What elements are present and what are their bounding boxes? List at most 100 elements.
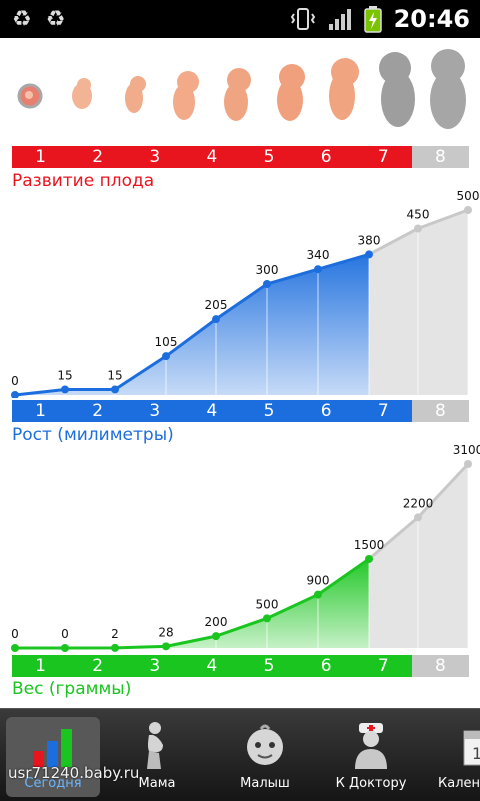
notification-icons: ♻ ♻ [12, 6, 65, 34]
weight-data-label: 200 [205, 615, 228, 629]
embryo-week-1-image [17, 83, 43, 109]
watermark-text: usr71240.baby.ru [8, 764, 140, 782]
week-cell-4: 4 [183, 655, 241, 677]
week-cell-6: 6 [297, 146, 355, 168]
week-cell-7: 7 [354, 400, 412, 422]
embryo-week-5-image [224, 68, 251, 121]
growth-point [11, 391, 19, 398]
embryo-week-9-image [430, 49, 466, 129]
tab-baby-label: Малыш [240, 776, 290, 791]
week-cell-7: 7 [354, 146, 412, 168]
growth-point [414, 224, 422, 233]
growth-point [61, 385, 69, 394]
tab-today[interactable]: Сегодня [6, 717, 100, 797]
embryo-week-3-image [125, 76, 146, 113]
tab-baby[interactable]: Малыш [218, 717, 312, 797]
embryo-week-7-image [329, 58, 359, 120]
week-cell-4: 4 [183, 146, 241, 168]
tab-calendar[interactable]: 14 Календарь [432, 717, 480, 797]
embryo-week-6-image [277, 64, 305, 121]
growth-series-line [14, 252, 370, 397]
weight-point [464, 460, 472, 468]
recycle-icon: ♻ [45, 7, 66, 32]
growth-data-label: 450 [407, 208, 430, 222]
week-cell-5: 5 [240, 146, 298, 168]
weight-data-label: 2200 [403, 496, 434, 510]
baby-face-icon [247, 724, 283, 765]
growth-data-label: 0 [11, 374, 19, 388]
svg-text:14: 14 [472, 744, 480, 763]
growth-point [162, 352, 170, 361]
vibrate-icon [290, 8, 315, 30]
weight-point [111, 643, 119, 652]
growth-point [464, 206, 472, 214]
week-cell-3: 3 [126, 146, 184, 168]
bar-chart-icon [33, 729, 72, 767]
growth-data-label: 300 [256, 263, 279, 277]
weight-data-label: 2 [111, 627, 119, 641]
weight-series-line [15, 557, 370, 650]
week-cell-1: 1 [12, 655, 70, 677]
week-cell-1: 1 [12, 146, 70, 168]
growth-chart: 0 15 15 105 205 300 340 380 450 500 [11, 189, 480, 398]
week-cell-7: 7 [354, 655, 412, 677]
tab-doctor-label: К Доктору [335, 776, 407, 791]
growth-point [314, 265, 322, 274]
growth-data-label: 15 [57, 368, 72, 382]
pregnant-woman-icon [147, 722, 163, 769]
weight-data-label: 900 [307, 574, 330, 588]
weight-data-label: 28 [158, 625, 173, 639]
tab-mom-label: Мама [138, 776, 176, 791]
growth-data-label: 15 [107, 368, 122, 382]
weight-point [263, 614, 271, 623]
embryo-week-4-image [173, 71, 199, 120]
calendar-icon: 14 [463, 730, 480, 766]
week-cell-6: 6 [297, 655, 355, 677]
tab-today-label: Сегодня [24, 776, 82, 791]
growth-data-label: 105 [155, 335, 178, 349]
week-cell-8: 8 [411, 146, 469, 168]
weight-data-label: 1500 [354, 538, 385, 552]
weight-point [61, 644, 69, 652]
weight-point [365, 554, 373, 563]
growth-section-title: Рост (милиметры) [12, 425, 174, 445]
growth-past-area [15, 254, 369, 395]
weight-point [212, 632, 220, 641]
growth-data-label: 340 [307, 248, 330, 262]
week-cell-3: 3 [126, 400, 184, 422]
embryo-images [17, 49, 466, 129]
embryo-week-8-image [379, 52, 415, 127]
week-cell-8: 8 [411, 655, 469, 677]
weight-point [314, 590, 322, 599]
bottom-navigation: Сегодня Мама Малыш К Доктору [0, 708, 480, 801]
embryo-week-2-image [72, 78, 92, 109]
weight-data-label: 500 [256, 597, 279, 611]
weight-point [11, 644, 19, 652]
weight-data-label: 3100 [453, 443, 480, 457]
week-cell-2: 2 [69, 146, 127, 168]
growth-point [212, 315, 220, 324]
week-cell-2: 2 [69, 400, 127, 422]
weight-point [414, 513, 422, 522]
tab-mom[interactable]: Мама [110, 717, 204, 797]
growth-data-label: 500 [457, 189, 480, 203]
growth-point [111, 385, 119, 394]
weight-data-label: 0 [61, 627, 69, 641]
doctor-icon [355, 723, 387, 769]
growth-point [263, 280, 271, 288]
signal-icon [328, 9, 351, 30]
week-cell-2: 2 [69, 655, 127, 677]
growth-data-label: 380 [358, 233, 381, 247]
battery-charging-icon [363, 6, 382, 33]
tab-doctor[interactable]: К Доктору [324, 717, 418, 797]
week-cell-8: 8 [411, 400, 469, 422]
weight-chart: 0 0 2 28 200 500 900 1500 2200 3100 [11, 443, 480, 652]
weight-data-label: 0 [11, 627, 19, 641]
week-cell-4: 4 [183, 400, 241, 422]
weight-past-area [15, 558, 369, 648]
week-cell-5: 5 [240, 655, 298, 677]
status-bar: ♻ ♻ 20:46 [0, 0, 480, 38]
